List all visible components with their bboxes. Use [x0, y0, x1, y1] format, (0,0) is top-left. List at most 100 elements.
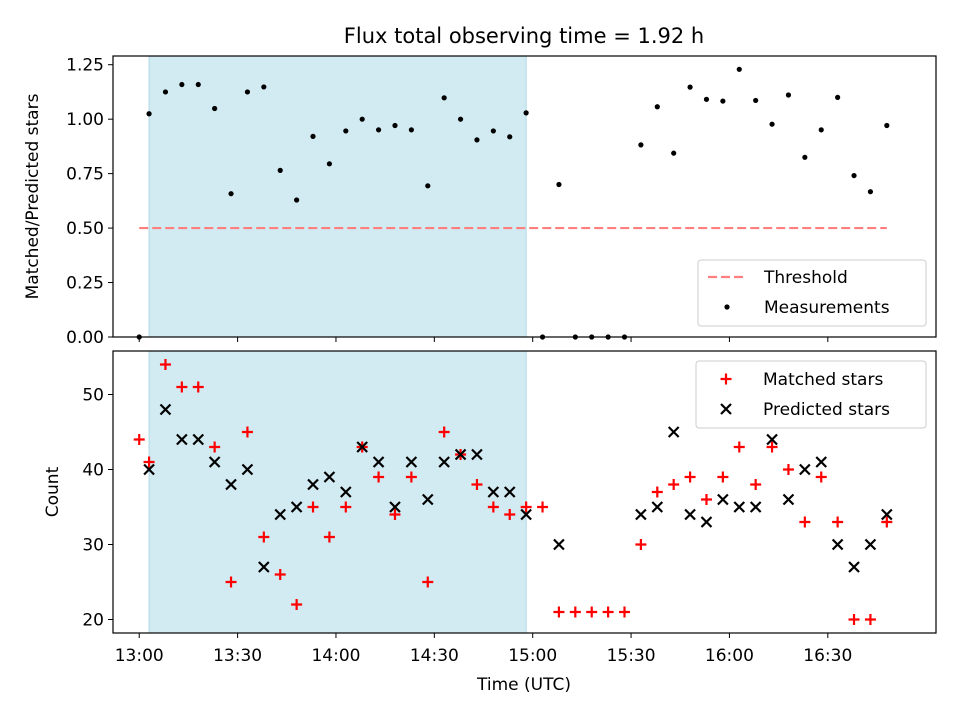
predicted-star-point — [454, 448, 467, 461]
measurement-point — [212, 105, 218, 112]
ratio-y-tick-label: 1.00 — [66, 110, 104, 130]
predicted-star-point — [864, 538, 877, 551]
measurement-point — [294, 197, 300, 203]
measurement-point — [228, 191, 234, 197]
measurement-point — [687, 84, 693, 90]
predicted-star-point — [815, 456, 828, 468]
count-y-tick-label: 50 — [82, 386, 104, 406]
predicted-star-point — [651, 501, 664, 513]
matched-star-point — [241, 426, 253, 438]
measurement-point — [556, 181, 562, 188]
matched-star-point — [635, 539, 647, 550]
predicted-star-point — [471, 448, 483, 461]
ratio-plot-frame — [112, 55, 937, 338]
count-plot-frame — [112, 350, 937, 634]
measurement-point — [703, 96, 710, 102]
predicted-star-point — [307, 478, 319, 491]
matched-star-point — [373, 471, 385, 483]
measurement-point — [884, 122, 890, 129]
matched-star-point — [668, 479, 680, 490]
predicted-star-point — [438, 456, 450, 468]
count-y-tick-label: 20 — [82, 611, 104, 631]
matched-star-point — [176, 381, 188, 393]
ratio-panel: 0.00 0.25 0.50 0.75 1.00 1.25 Matched/Predicte… — [23, 55, 937, 348]
measurement-point — [654, 104, 660, 110]
x-tick-label: 16:00 — [705, 646, 754, 666]
x-tick-label: 13:30 — [213, 646, 262, 666]
measurement-point — [195, 81, 201, 88]
measurement-point — [818, 127, 824, 133]
x-tick-label: 15:30 — [607, 646, 656, 666]
x-tick-label: 14:30 — [410, 646, 459, 666]
measurement-point — [343, 128, 349, 134]
matched-star-point — [537, 501, 549, 513]
measurement-point — [244, 89, 251, 95]
matched-star-point — [815, 471, 827, 483]
measurement-point — [835, 94, 841, 100]
predicted-star-point — [208, 456, 221, 468]
predicted-star-point — [766, 433, 778, 446]
matched-star-point — [471, 479, 483, 490]
predicted-star-point — [274, 508, 287, 521]
matched-star-point — [684, 471, 696, 483]
predicted-star-point — [520, 508, 532, 521]
measurement-point — [523, 110, 529, 116]
predicted-star-point — [176, 433, 188, 446]
predicted-star-point — [192, 433, 205, 446]
count-highlight-span — [148, 350, 527, 634]
legend-box — [695, 360, 927, 429]
measurement-point — [375, 127, 382, 133]
measurement-point — [490, 128, 496, 134]
matched-star-point — [258, 531, 270, 543]
legend-box — [697, 259, 927, 327]
matched-star-point — [422, 576, 434, 588]
predicted-star-point — [553, 538, 565, 551]
measurement-point — [785, 92, 792, 98]
matched-star-point — [274, 569, 286, 580]
measurement-point — [441, 95, 447, 101]
matched-star-point — [307, 501, 319, 513]
predicted-star-point — [848, 561, 860, 573]
ratio-legend: Threshold Measurements — [697, 259, 927, 327]
matched-star-point — [651, 486, 663, 498]
count-y-tick-label: 40 — [82, 461, 104, 481]
matched-star-point — [782, 464, 794, 475]
predicted-star-point — [717, 493, 729, 506]
predicted-star-point — [799, 463, 811, 476]
measurement-point — [457, 116, 464, 122]
predicted-star-point — [881, 508, 893, 521]
predicted-star-point — [405, 456, 418, 468]
matched-star-point — [766, 441, 778, 453]
predicted-star-point — [421, 493, 434, 506]
matched-star-point — [340, 501, 352, 513]
matched-star-point — [323, 531, 335, 543]
count-panel: 20 30 40 50 13:00 13:30 14:00 14:30 15:00 15:30 16… — [43, 350, 937, 666]
predicted-star-point — [372, 456, 385, 468]
predicted-star-point — [340, 486, 352, 498]
predicted-star-point — [503, 486, 516, 498]
predicted-star-point — [831, 538, 844, 551]
measurement-point — [671, 150, 677, 156]
ratio-highlight-span — [148, 55, 527, 338]
matched-star-point — [602, 606, 614, 618]
legend-threshold-label: Threshold — [763, 268, 848, 288]
predicted-star-point — [733, 501, 746, 513]
measurement-point — [408, 127, 414, 133]
matched-star-point — [504, 509, 516, 520]
matched-star-point — [192, 381, 204, 393]
measurement-point — [392, 122, 398, 129]
predicted-star-point — [159, 403, 172, 416]
x-tick-label: 16:30 — [803, 646, 852, 666]
measurement-point — [851, 172, 857, 179]
matched-star-point — [225, 576, 237, 588]
predicted-star-point — [323, 471, 336, 483]
predicted-star-point — [487, 486, 500, 498]
measurement-point — [753, 97, 759, 104]
measurement-point — [261, 84, 267, 90]
measurement-point — [179, 81, 185, 88]
x-axis-label: Time (UTC) — [476, 675, 571, 695]
ratio-y-tick-label: 0.75 — [66, 165, 104, 185]
measurement-point — [425, 183, 431, 189]
ratio-y-tick-label: 0.50 — [66, 219, 104, 239]
